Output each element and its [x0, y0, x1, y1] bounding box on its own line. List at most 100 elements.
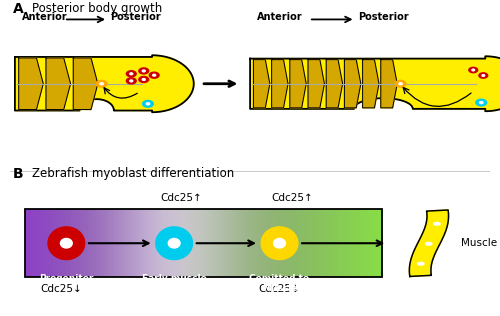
Ellipse shape	[96, 80, 107, 87]
Bar	[126, 209, 128, 277]
Bar	[160, 209, 163, 277]
Ellipse shape	[146, 103, 150, 105]
Bar	[92, 209, 94, 277]
Bar	[281, 209, 283, 277]
Bar	[104, 209, 106, 277]
Bar	[63, 209, 65, 277]
Bar	[30, 209, 32, 277]
Bar	[317, 209, 319, 277]
Ellipse shape	[395, 80, 406, 87]
Bar	[114, 209, 116, 277]
Bar	[370, 209, 372, 277]
Bar	[187, 209, 189, 277]
Ellipse shape	[399, 83, 402, 85]
Bar	[145, 209, 148, 277]
Bar	[162, 209, 164, 277]
Bar	[328, 209, 330, 277]
Bar	[296, 209, 298, 277]
Bar	[362, 209, 364, 277]
Bar	[64, 209, 66, 277]
Ellipse shape	[150, 72, 159, 78]
Bar	[250, 209, 252, 277]
Text: Cdc25↑: Cdc25↑	[271, 192, 312, 203]
Bar	[260, 209, 262, 277]
Bar	[286, 209, 288, 277]
Bar	[151, 209, 154, 277]
Ellipse shape	[434, 222, 440, 225]
Bar	[74, 209, 76, 277]
Bar	[320, 209, 322, 277]
Bar	[106, 209, 108, 277]
Bar	[154, 209, 157, 277]
Bar	[186, 209, 188, 277]
Bar	[337, 209, 340, 277]
Bar	[26, 209, 28, 277]
Bar	[156, 209, 158, 277]
Bar	[238, 209, 240, 277]
Bar	[240, 209, 242, 277]
Ellipse shape	[472, 69, 474, 71]
Bar	[136, 209, 138, 277]
Bar	[375, 209, 378, 277]
Bar	[204, 209, 207, 277]
Bar	[90, 209, 92, 277]
Bar	[212, 209, 214, 277]
Text: Muscle: Muscle	[461, 238, 497, 248]
Bar	[48, 209, 50, 277]
Bar	[349, 209, 351, 277]
Bar	[54, 209, 56, 277]
Text: Early muscle
Precursor: Early muscle Precursor	[142, 274, 206, 293]
Bar	[98, 209, 101, 277]
Bar	[326, 209, 328, 277]
Bar	[56, 209, 58, 277]
Bar	[130, 209, 132, 277]
Text: Posterior: Posterior	[358, 12, 408, 22]
Bar	[344, 209, 346, 277]
Bar	[378, 209, 380, 277]
Polygon shape	[272, 60, 288, 108]
Bar	[68, 209, 70, 277]
Bar	[98, 209, 100, 277]
Bar	[288, 209, 290, 277]
Bar	[352, 209, 354, 277]
Bar	[139, 209, 141, 277]
Bar	[234, 209, 236, 277]
Bar	[234, 209, 235, 277]
Bar	[190, 209, 192, 277]
Bar	[222, 209, 224, 277]
Bar	[332, 209, 334, 277]
Bar	[75, 209, 77, 277]
Bar	[125, 209, 127, 277]
Ellipse shape	[126, 78, 136, 84]
Bar	[88, 209, 90, 277]
Bar	[262, 209, 264, 277]
Bar	[304, 209, 306, 277]
Ellipse shape	[479, 73, 488, 78]
Bar	[311, 209, 313, 277]
Bar	[312, 209, 314, 277]
Bar	[255, 209, 257, 277]
Bar	[181, 209, 183, 277]
Bar	[193, 209, 195, 277]
Bar	[86, 209, 87, 277]
Bar	[57, 209, 59, 277]
Bar	[200, 209, 202, 277]
Bar	[381, 209, 384, 277]
Bar	[346, 209, 349, 277]
Bar	[248, 209, 250, 277]
Bar	[128, 209, 130, 277]
Bar	[243, 209, 245, 277]
Bar	[269, 209, 272, 277]
Bar	[266, 209, 269, 277]
Bar	[219, 209, 221, 277]
Bar	[122, 209, 124, 277]
Bar	[325, 209, 328, 277]
Bar	[324, 209, 326, 277]
Bar	[142, 209, 144, 277]
Bar	[113, 209, 115, 277]
Bar	[373, 209, 375, 277]
Ellipse shape	[261, 227, 298, 259]
Bar	[132, 209, 134, 277]
Bar	[170, 209, 172, 277]
Ellipse shape	[426, 242, 432, 245]
